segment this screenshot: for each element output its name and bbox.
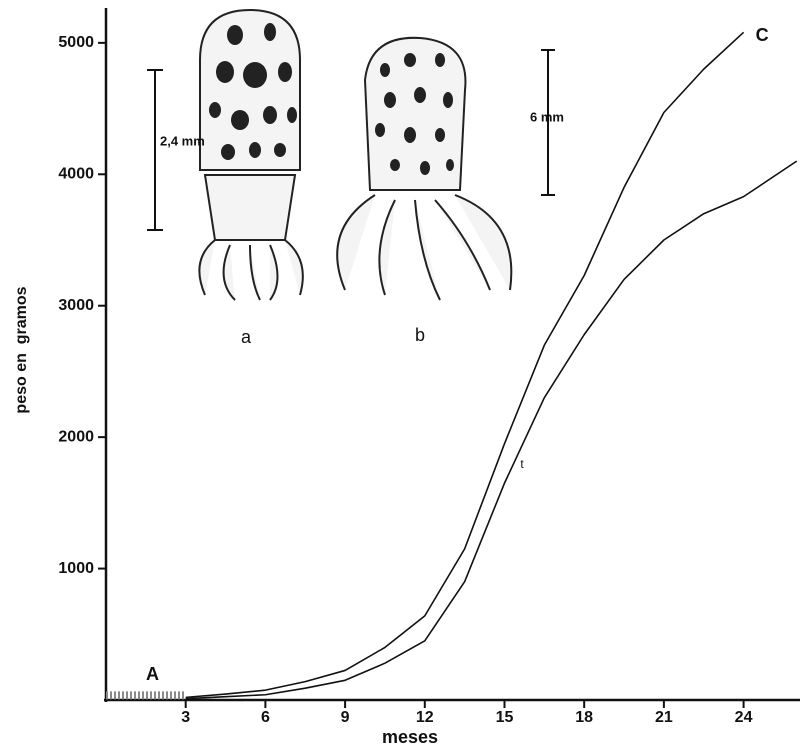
annotation: t — [520, 457, 524, 471]
scale-label: 2,4 mm — [160, 133, 205, 148]
x-tick-label: 21 — [655, 709, 673, 726]
x-tick-label: 9 — [341, 709, 350, 726]
line — [185, 160, 798, 700]
x-tick-label: 12 — [416, 709, 434, 726]
y-tick-label: 1000 — [58, 560, 94, 577]
series-label: A — [146, 664, 159, 684]
y-tick-label: 3000 — [58, 297, 94, 314]
y-tick-label: 4000 — [58, 166, 94, 183]
x-tick-label: 3 — [181, 709, 190, 726]
x-tick-label: 15 — [496, 709, 514, 726]
line — [185, 31, 745, 699]
figure-label: a — [241, 327, 252, 347]
scale-label: 6 mm — [530, 109, 564, 124]
y-tick-label: 2000 — [58, 428, 94, 445]
x-tick-label: 24 — [735, 709, 753, 726]
x-tick-label: 18 — [575, 709, 593, 726]
figure-label: b — [415, 325, 425, 345]
y-tick-label: 5000 — [58, 34, 94, 51]
series-label: C — [756, 25, 769, 45]
y-axis-label: peso en gramos — [13, 286, 30, 413]
x-tick-label: 6 — [261, 709, 270, 726]
illustration-b — [336, 36, 555, 301]
x-axis-label: meses — [382, 727, 438, 747]
illustration-a — [147, 8, 304, 301]
